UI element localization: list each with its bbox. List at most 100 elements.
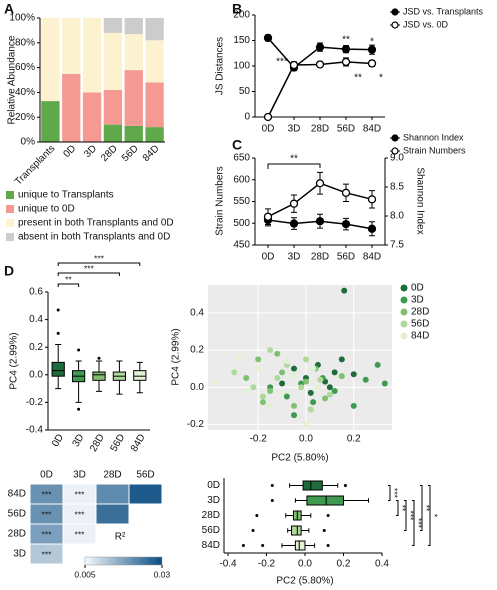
x-tick-label: 0.0 (298, 559, 312, 570)
data-point (341, 219, 351, 229)
box (291, 525, 302, 536)
legend-label: unique to 0D (18, 204, 75, 215)
data-point (243, 374, 250, 381)
x-tick-label: 56D (337, 252, 355, 263)
data-point (315, 179, 325, 188)
legend-label: JSD vs. 0D (403, 19, 449, 29)
data-point (298, 384, 305, 391)
outlier (326, 544, 330, 547)
bar-segment (124, 70, 143, 126)
significance: ** (65, 274, 72, 284)
cell-label: *** (75, 529, 86, 539)
data-point (267, 347, 274, 354)
bracket (404, 500, 407, 531)
significance: *** (94, 253, 105, 263)
y-tick-label: 0.4 (190, 308, 204, 319)
panel-label: A (4, 1, 14, 17)
data-point (243, 387, 250, 394)
data-point (267, 402, 274, 409)
significance: *** (413, 518, 423, 529)
plot-background (208, 285, 392, 430)
bar-segment (62, 18, 81, 74)
whisker (55, 343, 62, 390)
y-tick-label: 8.5 (390, 182, 404, 193)
data-point (331, 387, 338, 394)
x-tick-label: 0D (61, 143, 78, 160)
bar-segment (82, 92, 102, 142)
x-tick-label: 3D (288, 124, 301, 135)
data-point (291, 371, 298, 378)
y-tick-label: 0% (21, 137, 36, 148)
legend-swatch (6, 233, 14, 241)
y-tick-label: 0.0 (29, 369, 43, 380)
legend-label: 56D (411, 319, 429, 330)
row-label: 28D (8, 529, 26, 540)
data-point (314, 384, 321, 391)
data-point (315, 217, 325, 226)
legend-label: Strain Numbers (403, 145, 466, 155)
x-tick-label: 0D (262, 252, 275, 263)
column-label: 0D (40, 470, 53, 481)
data-point (231, 369, 238, 376)
legend-marker (400, 296, 408, 304)
legend-label: Shannon Index (403, 132, 464, 142)
data-point (283, 393, 290, 400)
bar-segment (41, 101, 60, 142)
data-point (259, 393, 266, 400)
bracket (420, 485, 423, 531)
legend-marker (391, 147, 399, 155)
legend-marker (391, 21, 399, 29)
outlier (251, 529, 255, 532)
bracket (267, 163, 321, 169)
data-point (279, 380, 286, 387)
series-line (267, 61, 373, 118)
outlier (56, 331, 60, 335)
legend-label: 84D (411, 331, 429, 342)
bar-segment (145, 18, 164, 41)
data-point (381, 380, 388, 387)
x-tick-label: 28D (311, 252, 329, 263)
cell-label: *** (42, 509, 53, 519)
data-point (315, 42, 325, 52)
data-point (302, 356, 309, 363)
heatmap-cell (95, 483, 130, 505)
y-tick-label: 84D (202, 540, 220, 551)
row-label: 84D (8, 489, 26, 500)
whisker (281, 543, 316, 548)
x-tick-label: 84D (141, 143, 162, 164)
legend-marker (400, 284, 408, 292)
y-tick-label: 8.0 (390, 211, 404, 222)
whisker (75, 360, 82, 403)
data-point (291, 402, 298, 409)
bracket (57, 262, 141, 266)
bracket (412, 500, 415, 546)
heatmap-cell (95, 503, 130, 525)
significance: * (370, 37, 374, 48)
data-point (279, 369, 286, 376)
data-point (310, 365, 317, 372)
cell-label: *** (75, 509, 86, 519)
y-tick-label: 600 (233, 174, 250, 185)
bar-segment (62, 73, 81, 142)
x-tick-label: -0.4 (219, 559, 237, 570)
outlier (77, 348, 81, 352)
legend-label: 3D (411, 295, 424, 306)
legend-marker (400, 332, 408, 340)
colorbar-label: R² (115, 532, 126, 543)
data-point (291, 365, 298, 372)
legend-marker (400, 308, 408, 316)
y-tick-label: 100% (9, 13, 35, 24)
legend-marker (391, 8, 399, 16)
bar-segment (124, 34, 143, 71)
cell-label: *** (42, 489, 53, 499)
column-label: 56D (136, 470, 154, 481)
x-tick-label: 84D (129, 432, 148, 453)
y-tick-label: 0.0 (190, 382, 204, 393)
data-point (289, 60, 299, 70)
outlier (56, 308, 60, 312)
outlier (241, 544, 245, 547)
data-point (289, 219, 299, 228)
y-tick-label: 9.0 (390, 153, 404, 164)
box (294, 540, 306, 551)
significance: ** (421, 505, 431, 512)
